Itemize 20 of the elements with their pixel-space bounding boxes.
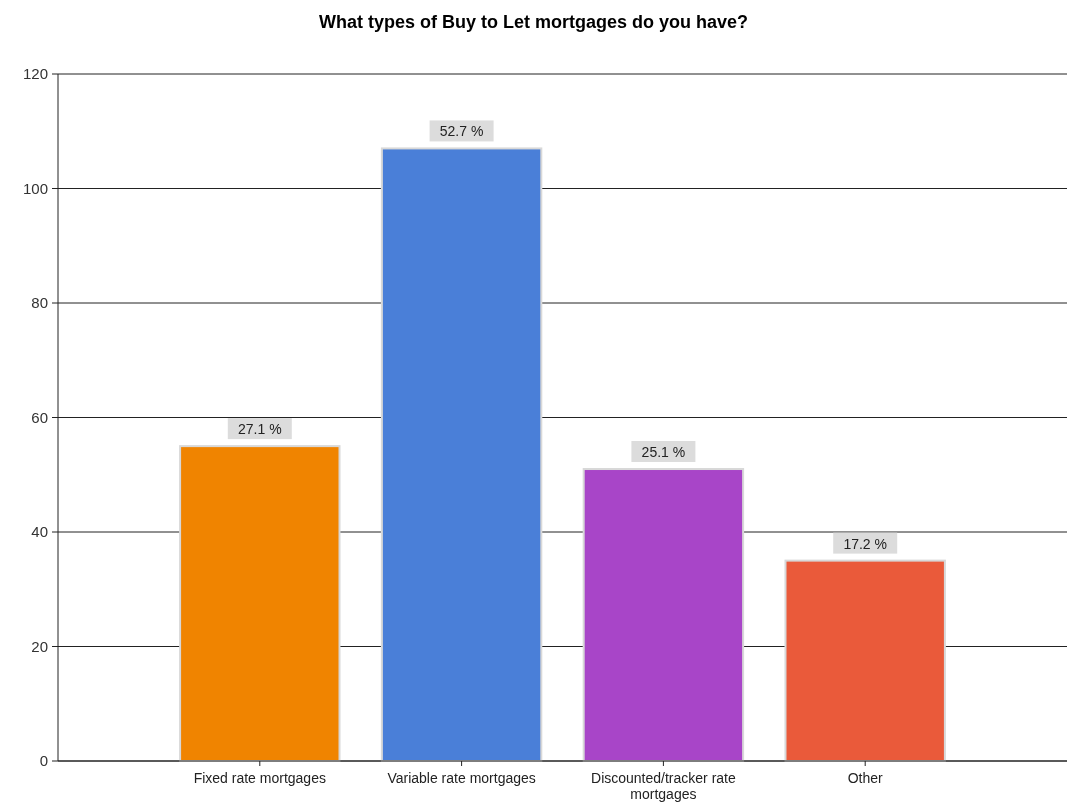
y-tick-label: 60 <box>31 408 48 426</box>
x-tick-label: Fixed rate mortgages <box>193 770 326 786</box>
y-tick-label: 120 <box>22 65 48 83</box>
y-tick-label: 100 <box>22 179 48 197</box>
bar <box>784 559 946 762</box>
y-tick-label: 0 <box>39 752 48 770</box>
y-tick-label: 80 <box>31 294 48 312</box>
annotation: 25.1 % <box>641 444 686 461</box>
x-tick-label: Discounted/tracker rate mortgages <box>591 770 736 802</box>
bar <box>582 468 745 762</box>
annotation: 27.1 % <box>238 421 282 438</box>
y-tick-label: 40 <box>31 523 48 541</box>
annotation: 17.2 % <box>843 535 887 552</box>
x-tick-label: Other <box>847 770 884 786</box>
y-tick-label: 20 <box>31 637 48 655</box>
bar <box>380 147 543 762</box>
chart-title: What types of Buy to Let mortgages do you have? <box>318 12 749 32</box>
annotation: 52.7 % <box>439 123 484 140</box>
bar <box>179 445 341 762</box>
x-tick-label: Variable rate mortgages <box>387 770 536 786</box>
